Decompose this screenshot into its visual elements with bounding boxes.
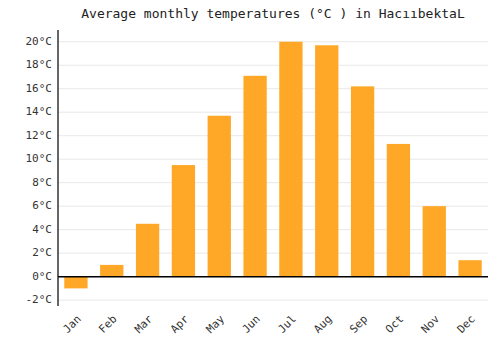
grid-line [58, 41, 488, 42]
y-tick-label: 4°C [32, 223, 52, 236]
bar [423, 206, 446, 276]
x-tick-label: Jun [240, 313, 263, 336]
x-tick-label: Nov [419, 312, 443, 336]
x-tick-label: Aug [311, 313, 334, 336]
bar [315, 45, 338, 276]
grid-line [58, 135, 488, 136]
x-tick-label: Sep [347, 313, 370, 336]
y-tick-label: 20°C [26, 35, 53, 48]
bar [64, 277, 87, 289]
y-tick-label: 8°C [32, 176, 52, 189]
bar [458, 260, 481, 276]
y-axis-line [57, 30, 58, 306]
x-tick-label: Jan [60, 313, 83, 336]
grid-line [58, 88, 488, 89]
x-tick-label: Feb [96, 313, 119, 336]
bar [279, 42, 302, 277]
x-tick-label: Mar [132, 312, 156, 336]
bar [136, 224, 159, 277]
bars [64, 42, 481, 289]
grid-line [58, 65, 488, 66]
y-tick-label: 10°C [26, 152, 53, 165]
y-tick-label: -2°C [26, 293, 53, 306]
y-tick-label: 12°C [26, 129, 53, 142]
bar [243, 76, 266, 277]
grid-line [58, 182, 488, 183]
bar [100, 265, 123, 277]
bar [208, 116, 231, 277]
grid-line [58, 159, 488, 160]
grid-line [58, 276, 488, 277]
y-tick-label: 0°C [32, 270, 52, 283]
baseline [58, 276, 488, 278]
x-tick-label: May [204, 312, 228, 336]
y-tick-label: 14°C [26, 105, 53, 118]
x-tick-label: Oct [383, 313, 406, 336]
title: Average monthly temperatures (°C ) in Ha… [81, 6, 465, 21]
y-tick-label: 16°C [26, 82, 53, 95]
y-tick-label: 18°C [26, 58, 53, 71]
grid [58, 42, 488, 300]
bar [172, 165, 195, 277]
grid-line [58, 300, 488, 301]
grid-line [58, 112, 488, 113]
x-tick-label: Dec [455, 313, 478, 336]
bar [351, 86, 374, 276]
x-tick-label: Apr [168, 312, 192, 336]
x-tick-label: Jul [275, 313, 298, 336]
y-tick-label: 2°C [32, 246, 52, 259]
bar [387, 144, 410, 277]
chart: Average monthly temperatures (°C ) in Ha… [0, 0, 500, 350]
y-tick-label: 6°C [32, 199, 52, 212]
